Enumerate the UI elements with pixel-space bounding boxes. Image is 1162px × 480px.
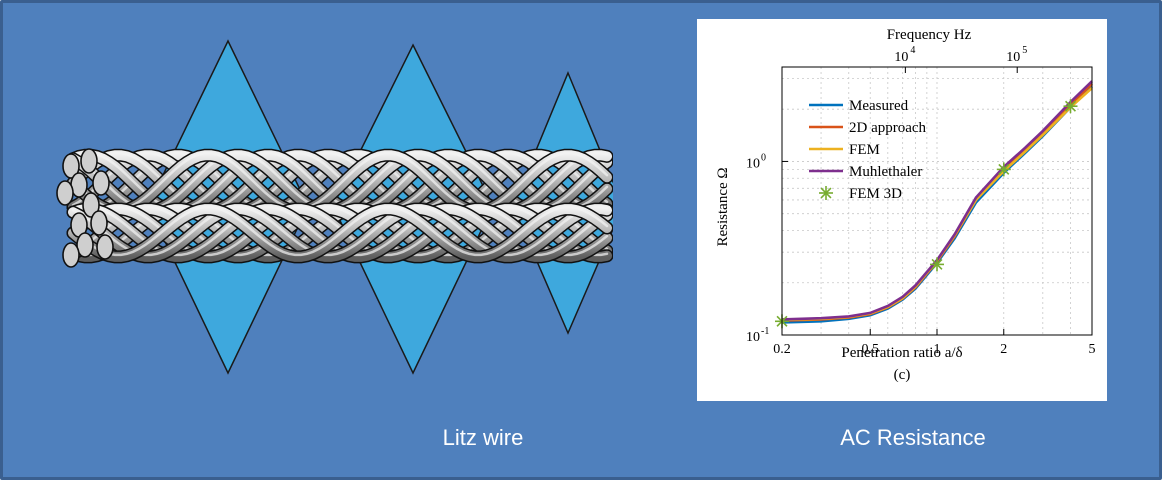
strand-end [96, 234, 114, 260]
x-tick-label: 5 [1089, 342, 1096, 357]
fem-3d-marker [996, 162, 1011, 177]
x-axis-label: Penetration ratio a/δ [841, 345, 962, 361]
ac-resistance-chart: 0.2 0.5 1 2 5 10 -1 10 0 10 4 10 5 Measured 2D approa… [697, 19, 1107, 401]
litz-wire-caption: Litz wire [442, 425, 524, 450]
strand-highlight [71, 151, 609, 211]
legend-label: 2D approach [849, 120, 927, 136]
y-tick-exponent: 0 [761, 152, 766, 163]
legend-entry: FEM 3D [819, 186, 902, 202]
chart-series [775, 80, 1093, 329]
x-tick-label: 0.5 [861, 342, 879, 357]
y-tick-label: 10 [746, 330, 760, 345]
legend-label: FEM [849, 142, 880, 158]
strand-end [62, 242, 80, 268]
x-tick-label: 0.2 [773, 342, 791, 357]
top-tick-label: 10 [1006, 50, 1020, 65]
y-axis-label: Resistance Ω [715, 167, 731, 246]
x-tick-label: 1 [934, 342, 941, 357]
y-tick-label: 10 [746, 156, 760, 171]
strand-end [80, 148, 98, 174]
top-tick-exponent: 4 [910, 45, 915, 56]
legend-entry: Muhlethaler [809, 164, 922, 180]
strand-end [56, 180, 74, 206]
litz-wire-illustration [56, 39, 613, 375]
ac-resistance-caption: AC Resistance [840, 425, 986, 450]
strand-end [76, 232, 94, 258]
legend-entry: 2D approach [809, 120, 927, 136]
wire-strand [68, 204, 612, 262]
chart-ticks: 0.2 0.5 1 2 510 -110 010 4 10 5 [746, 45, 1096, 357]
wire-strand [68, 150, 612, 216]
legend-label: FEM 3D [849, 186, 902, 202]
subfigure-caption: (c) [894, 367, 911, 383]
top-tick-exponent: 5 [1022, 45, 1027, 56]
wire-strand [68, 204, 612, 262]
y-tick-exponent: -1 [761, 326, 769, 337]
strand-highlight [71, 205, 609, 257]
legend-label: Muhlethaler [849, 164, 922, 180]
top-tick-label: 10 [894, 50, 908, 65]
legend-label: Measured [849, 98, 909, 114]
legend-swatch [819, 186, 833, 200]
top-axis-label: Frequency Hz [887, 27, 972, 43]
x-tick-label: 2 [1000, 342, 1007, 357]
chart-grid [781, 67, 1093, 336]
legend-entry: FEM [809, 142, 880, 158]
strand-highlight [71, 205, 609, 257]
strand-highlight [71, 205, 609, 257]
fem-3d-marker [930, 257, 944, 272]
wire-strand [68, 204, 612, 262]
fem-3d-marker [1063, 99, 1078, 114]
strand-end [82, 192, 100, 218]
strand-end [90, 210, 108, 236]
legend-entry: Measured [809, 98, 909, 114]
strand-highlight [71, 151, 609, 211]
chart-legend: Measured 2D approach FEM Muhlethaler FEM 3D [809, 98, 927, 202]
strand-end [92, 170, 110, 196]
strand-end [62, 153, 80, 179]
wire-strand [68, 150, 612, 216]
